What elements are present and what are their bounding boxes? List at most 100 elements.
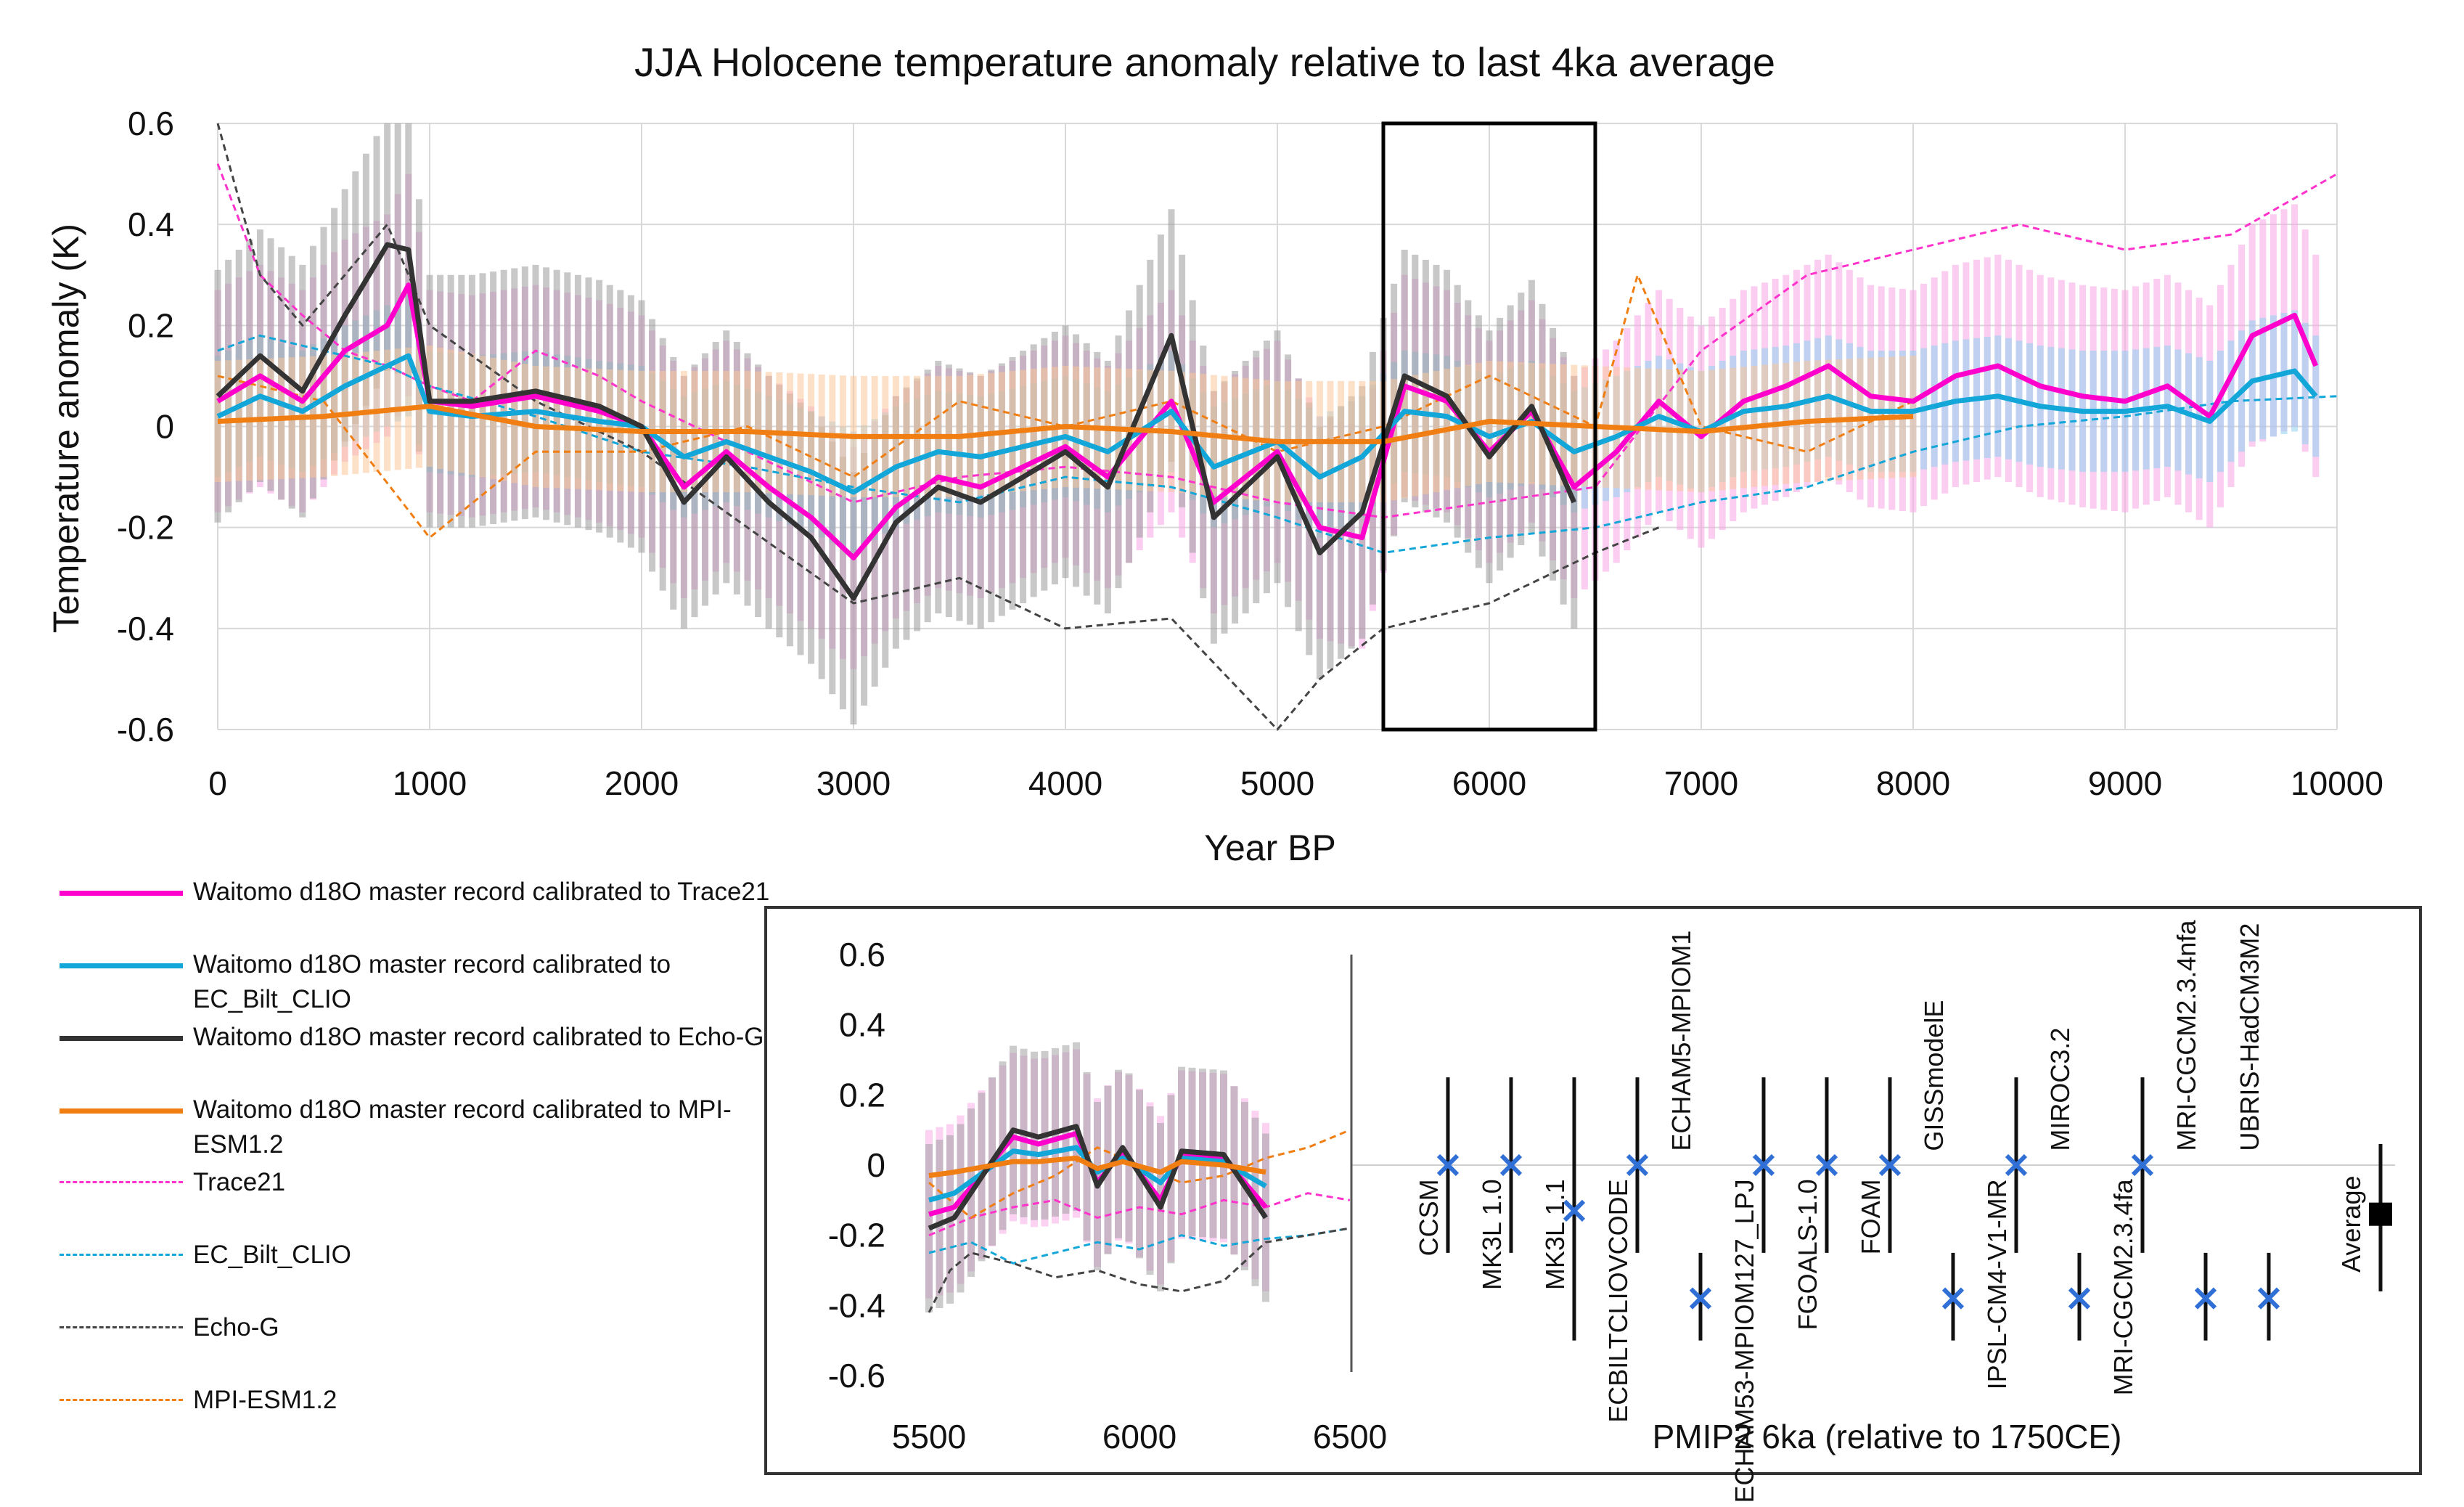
- model-label: ECBILTCLIOVCODE: [1603, 1179, 1633, 1422]
- x-tick-label: 2000: [605, 764, 679, 802]
- legend-swatch: [60, 891, 183, 896]
- main-y-axis-label: Temperature anomaly (K): [46, 224, 86, 633]
- legend-item: Echo-G: [44, 1310, 755, 1383]
- series-line-echog: [216, 123, 1660, 731]
- series-line-ecbilt: [928, 1227, 1351, 1265]
- inset-y-tick-labels: 0.6 0.4 0.2 0 -0.2 -0.4 -0.6: [828, 936, 885, 1394]
- model-label: ECHAM5-MPIOM1: [1666, 931, 1696, 1151]
- model-value-marker: [1689, 1287, 1712, 1310]
- inset-x-tick-label: 6000: [1102, 1418, 1176, 1455]
- inset-x-tick-label: 6500: [1313, 1418, 1387, 1455]
- inset-x-tick-labels: 5500 6000 6500: [892, 1418, 1387, 1455]
- series-line-trace21: [928, 1192, 1351, 1237]
- x-tick-label: 5000: [1240, 764, 1314, 802]
- main-series-lines: [216, 123, 2338, 731]
- model-value-marker: [2131, 1153, 2154, 1177]
- average-marker: [2369, 1202, 2392, 1226]
- legend-swatch: [60, 1399, 183, 1401]
- model-label: MRI-CGCM2.3.4nfa: [2172, 920, 2201, 1151]
- series-line-mpi_cal: [928, 1155, 1266, 1178]
- model-label: MK3L 1.0: [1477, 1179, 1507, 1290]
- y-tick-label: -0.2: [117, 509, 174, 547]
- series-line-echog_cal: [216, 242, 1577, 601]
- legend-item: MPI-ESM1.2: [44, 1383, 755, 1455]
- model-value-marker: [1941, 1287, 1965, 1310]
- model-value-marker: [1436, 1153, 1460, 1177]
- main-x-axis-label: Year BP: [1204, 828, 1336, 868]
- model-label: ECHAM53-MPIOM127_LPJ: [1730, 1179, 1759, 1503]
- main-y-tick-labels: 0.6 0.4 0.2 0 -0.2 -0.4 -0.6: [117, 105, 174, 748]
- legend-label: Echo-G: [193, 1313, 279, 1341]
- inset-series-lines: [925, 1042, 2395, 1313]
- legend-swatch: [60, 1326, 183, 1328]
- legend-item: Waitomo d18O master record calibrated to…: [44, 1020, 764, 1093]
- legend-label: Waitomo d18O master record calibrated to…: [193, 1023, 764, 1051]
- inset-y-tick-label: 0.4: [839, 1006, 885, 1044]
- model-value-marker: [2068, 1287, 2091, 1310]
- inset-y-tick-label: 0.2: [839, 1076, 885, 1114]
- model-label: MIROC3.2: [2045, 1028, 2075, 1151]
- x-tick-label: 1000: [393, 764, 467, 802]
- series-line-trace21: [216, 163, 2338, 519]
- model-label: GISSmodelE: [1919, 1000, 1949, 1151]
- legend-item: Waitomo d18O master record calibrated to…: [44, 875, 769, 947]
- legend-swatch: [60, 963, 183, 968]
- x-tick-label: 6000: [1452, 764, 1526, 802]
- legend-label: Waitomo d18O master record calibrated to…: [193, 1095, 732, 1159]
- x-tick-label: 4000: [1028, 764, 1102, 802]
- y-tick-label: -0.4: [117, 610, 174, 648]
- model-label: IPSL-CM4-V1-MR: [1982, 1179, 2012, 1389]
- x-tick-label: 10000: [2291, 764, 2383, 802]
- pmip2-model-points: CCSM MK3L 1.0 MK3L 1.1 ECBILTCLIOVCODE ECHAM…: [1414, 920, 2392, 1503]
- inset-y-tick-label: -0.6: [828, 1357, 885, 1394]
- model-value-marker: [1499, 1153, 1523, 1177]
- inset-y-tick-label: 0.6: [839, 936, 885, 973]
- highlight-box: [1381, 121, 1597, 732]
- series-line-trace_cal: [216, 282, 2319, 560]
- model-label: FOAM: [1856, 1179, 1886, 1254]
- model-label: FGOALS-1.0: [1793, 1179, 1822, 1330]
- series-line-ecbilt: [217, 334, 2338, 554]
- series-line-echog_cal: [928, 1124, 1268, 1231]
- inset-y-tick-label: 0: [867, 1146, 885, 1184]
- average-label: Average: [2336, 1176, 2366, 1273]
- model-value-marker: [2257, 1287, 2280, 1310]
- series-line-ecbilt_cal: [216, 353, 2318, 495]
- pmip2-title: PMIP2 6ka (relative to 1750CE): [1653, 1418, 2122, 1455]
- legend-swatch: [60, 1254, 183, 1256]
- model-label: CCSM: [1414, 1179, 1444, 1256]
- inset-y-tick-label: -0.4: [828, 1286, 885, 1324]
- model-value-marker: [1815, 1153, 1838, 1177]
- series-line-echog: [928, 1227, 1351, 1313]
- x-tick-label: 0: [208, 764, 227, 802]
- x-tick-label: 7000: [1664, 764, 1738, 802]
- legend-swatch: [60, 1108, 183, 1114]
- legend-label: Waitomo d18O master record calibrated to…: [193, 950, 671, 1013]
- legend-swatch: [60, 1036, 183, 1041]
- legend-item: Waitomo d18O master record calibrated to…: [44, 947, 755, 1020]
- legend-label: Trace21: [193, 1168, 286, 1196]
- inset-frame: [764, 906, 2422, 1475]
- model-value-marker: [1752, 1153, 1775, 1177]
- model-value-marker: [2005, 1153, 2028, 1177]
- model-value-marker: [2194, 1287, 2217, 1310]
- y-tick-label: -0.6: [117, 711, 174, 748]
- model-value-marker: [1563, 1199, 1586, 1222]
- legend: Waitomo d18O master record calibrated to…: [44, 875, 769, 1455]
- y-tick-label: 0.2: [128, 306, 174, 344]
- legend-label: MPI-ESM1.2: [193, 1386, 337, 1414]
- series-line-mpiesm: [217, 274, 1914, 539]
- legend-swatch: [60, 1181, 183, 1183]
- series-line-mpi_cal: [217, 404, 1914, 444]
- model-label: MK3L 1.1: [1540, 1179, 1570, 1290]
- y-tick-label: 0: [155, 408, 174, 446]
- legend-label: Waitomo d18O master record calibrated to…: [193, 878, 770, 906]
- main-x-tick-labels: 0 1000 2000 3000 4000 5000 6000 7000 8000 9000 100…: [208, 764, 2383, 802]
- legend-item: Trace21: [44, 1165, 755, 1238]
- y-tick-label: 0.4: [128, 205, 174, 243]
- model-value-marker: [1626, 1153, 1649, 1177]
- model-label: UBRIS-HadCM3M2: [2235, 923, 2264, 1151]
- main-chart-title: JJA Holocene temperature anomaly relativ…: [634, 39, 1775, 85]
- model-value-marker: [1878, 1153, 1902, 1177]
